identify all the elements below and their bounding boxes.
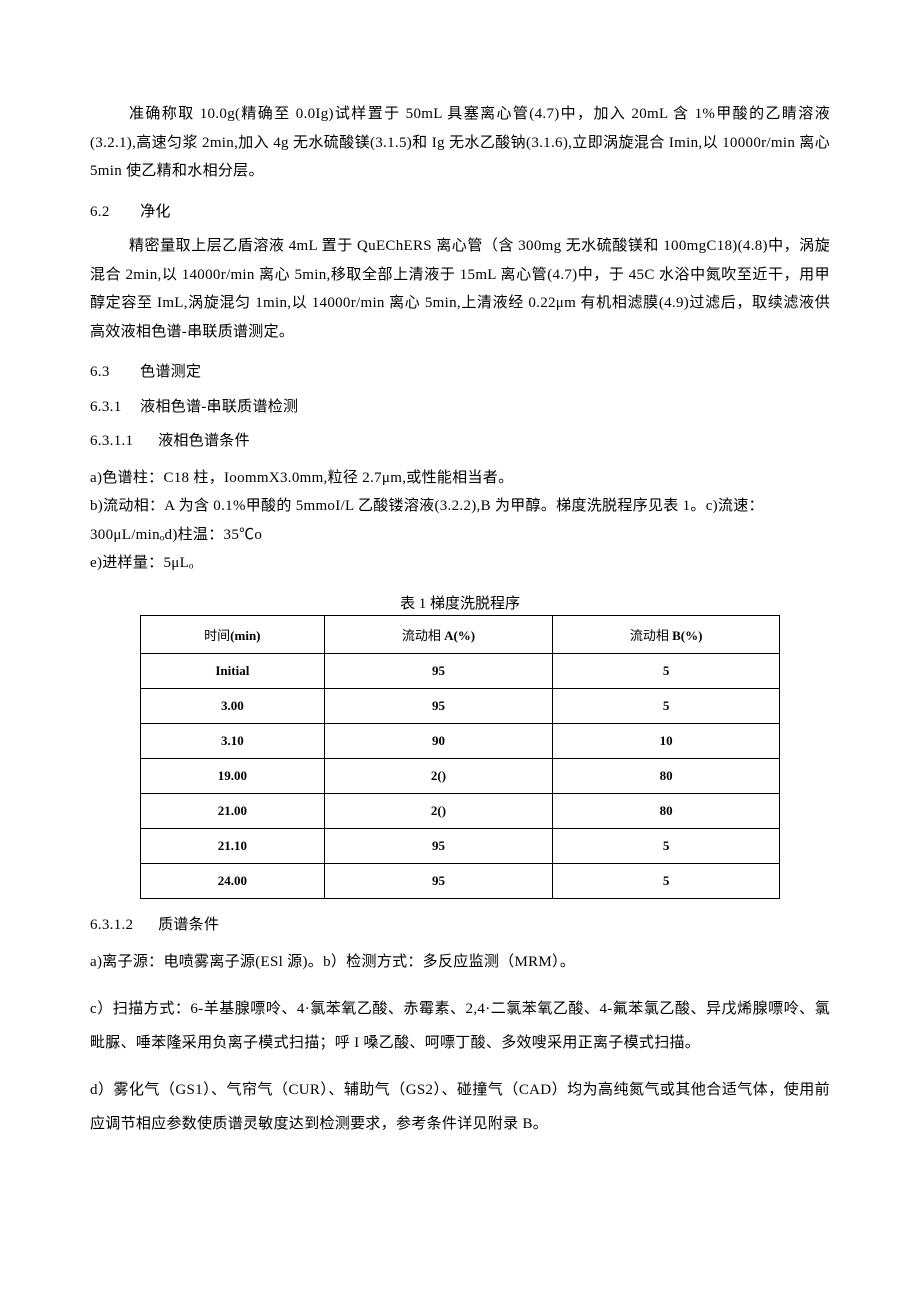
cell-b: 80 — [553, 793, 780, 828]
cell-a: 2() — [324, 758, 553, 793]
cell-a: 95 — [324, 828, 553, 863]
cell-a: 95 — [324, 653, 553, 688]
cell-b: 5 — [553, 688, 780, 723]
table-1-caption: 表 1 梯度洗脱程序 — [90, 592, 830, 613]
cell-b: 5 — [553, 653, 780, 688]
section-number: 6.3.1.1 — [90, 427, 154, 456]
col-mobile-a: 流动相 A(%) — [324, 615, 553, 653]
section-title: 液相色谱-串联质谱检测 — [140, 399, 298, 415]
section-6-3-1: 6.3.1 液相色谱-串联质谱检测 — [90, 393, 830, 422]
section-number: 6.3 — [90, 358, 136, 387]
cell-time: 3.00 — [141, 688, 325, 723]
cell-a: 90 — [324, 723, 553, 758]
document-page: 准确称取 10.0g(精确至 0.0Ig)试样置于 50mL 具塞离心管(4.7… — [0, 0, 920, 1214]
section-6-3: 6.3 色谱测定 — [90, 358, 830, 387]
col-mobile-b: 流动相 B(%) — [553, 615, 780, 653]
lc-condition-a: a)色谱柱：C18 柱，IoommX3.0mm,粒径 2.7μm,或性能相当者。 — [90, 464, 830, 493]
cell-time: Initial — [141, 653, 325, 688]
gradient-table-body: Initial 95 5 3.00 95 5 3.10 90 10 19.00 … — [141, 653, 780, 898]
ms-condition-a-b: a)离子源：电喷雾离子源(ESl 源)。b）检测方式：多反应监测（MRM）。 — [90, 945, 830, 980]
lc-condition-e: e)进样量：5μLₒ — [90, 549, 830, 578]
cell-b: 5 — [553, 863, 780, 898]
cell-a: 95 — [324, 863, 553, 898]
lc-condition-b-c-d: b)流动相：A 为含 0.1%甲酸的 5mmoI/L 乙酸镂溶液(3.2.2),… — [90, 492, 830, 549]
section-6-2: 6.2 净化 — [90, 198, 830, 227]
table-row: Initial 95 5 — [141, 653, 780, 688]
section-title: 质谱条件 — [158, 917, 219, 933]
section-title: 净化 — [140, 204, 171, 220]
cell-time: 3.10 — [141, 723, 325, 758]
cell-time: 24.00 — [141, 863, 325, 898]
section-number: 6.3.1 — [90, 393, 136, 422]
table-row: 3.00 95 5 — [141, 688, 780, 723]
cell-time: 21.00 — [141, 793, 325, 828]
cell-b: 80 — [553, 758, 780, 793]
table-row: 19.00 2() 80 — [141, 758, 780, 793]
section-title: 色谱测定 — [140, 364, 201, 380]
section-6-3-1-1: 6.3.1.1 液相色谱条件 — [90, 427, 830, 456]
cell-b: 10 — [553, 723, 780, 758]
col-time: 时间(min) — [141, 615, 325, 653]
ms-condition-c: c）扫描方式：6-羊基腺嘌呤、4·氯苯氧乙酸、赤霉素、2,4·二氯苯氧乙酸、4-… — [90, 992, 830, 1061]
section-number: 6.2 — [90, 198, 136, 227]
ms-condition-d: d）雾化气（GS1）、气帘气（CUR）、辅助气（GS2）、碰撞气（CAD）均为高… — [90, 1073, 830, 1142]
gradient-table: 时间(min) 流动相 A(%) 流动相 B(%) Initial 95 5 3… — [140, 615, 780, 899]
table-header-row: 时间(min) 流动相 A(%) 流动相 B(%) — [141, 615, 780, 653]
section-title: 液相色谱条件 — [158, 433, 250, 449]
cell-a: 95 — [324, 688, 553, 723]
section-number: 6.3.1.2 — [90, 911, 154, 940]
cell-b: 5 — [553, 828, 780, 863]
paragraph-sample-prep: 准确称取 10.0g(精确至 0.0Ig)试样置于 50mL 具塞离心管(4.7… — [90, 100, 830, 186]
section-6-3-1-2: 6.3.1.2 质谱条件 — [90, 911, 830, 940]
paragraph-purification: 精密量取上层乙盾溶液 4mL 置于 QuEChERS 离心管（含 300mg 无… — [90, 232, 830, 346]
table-row: 21.10 95 5 — [141, 828, 780, 863]
table-row: 21.00 2() 80 — [141, 793, 780, 828]
table-row: 24.00 95 5 — [141, 863, 780, 898]
cell-time: 21.10 — [141, 828, 325, 863]
cell-a: 2() — [324, 793, 553, 828]
cell-time: 19.00 — [141, 758, 325, 793]
table-row: 3.10 90 10 — [141, 723, 780, 758]
